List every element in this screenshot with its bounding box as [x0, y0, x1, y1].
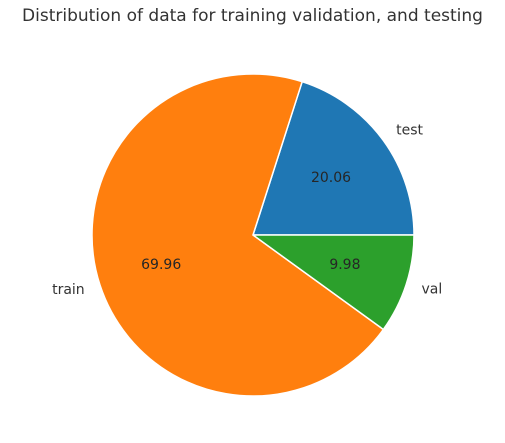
pie-labels: test 20.06 train 69.96 val 9.98: [52, 123, 442, 299]
pie-slices: [91, 73, 415, 397]
pct-label-val: 9.98: [329, 257, 360, 273]
pie-slice-train: [91, 73, 385, 397]
slice-label-train: train: [52, 282, 85, 298]
slice-label-val: val: [422, 282, 443, 298]
pie-slice-test: [252, 80, 415, 236]
pie-slice-val: [252, 234, 415, 331]
slice-label-test: test: [396, 123, 423, 139]
pct-label-train: 69.96: [141, 257, 181, 273]
pct-label-test: 20.06: [311, 170, 351, 186]
chart-title: Distribution of data for training valida…: [22, 6, 483, 26]
